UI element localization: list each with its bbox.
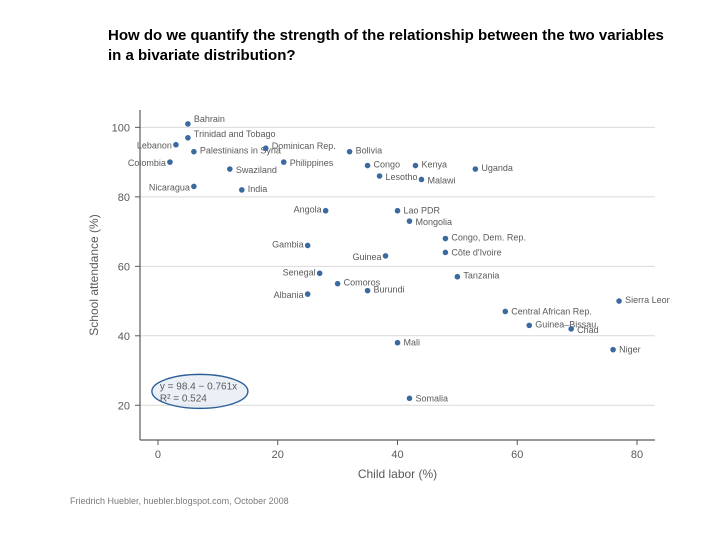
svg-text:Friedrich Huebler, huebler.blo: Friedrich Huebler, huebler.blogspot.com,…: [70, 496, 289, 506]
svg-text:Gambia: Gambia: [272, 239, 304, 249]
svg-text:60: 60: [118, 261, 130, 273]
svg-text:Angola: Angola: [294, 205, 322, 215]
page-title: How do we quantify the strength of the r…: [108, 26, 668, 67]
svg-text:R² = 0.524: R² = 0.524: [160, 393, 207, 404]
svg-text:80: 80: [118, 192, 130, 204]
svg-text:Niger: Niger: [619, 345, 641, 355]
svg-text:Bahrain: Bahrain: [194, 114, 225, 124]
svg-text:Child labor (%): Child labor (%): [358, 467, 437, 481]
svg-text:Tanzania: Tanzania: [463, 271, 499, 281]
svg-text:y = 98.4 − 0.761x: y = 98.4 − 0.761x: [160, 381, 237, 392]
svg-text:Lebanon: Lebanon: [137, 141, 172, 151]
svg-text:60: 60: [511, 449, 523, 461]
svg-text:Malawi: Malawi: [427, 175, 455, 185]
svg-text:Dominican Rep.: Dominican Rep.: [272, 141, 336, 151]
svg-text:40: 40: [118, 331, 130, 343]
svg-text:Colombia: Colombia: [128, 158, 166, 168]
svg-text:Sierra Leone: Sierra Leone: [625, 295, 670, 305]
svg-text:Swaziland: Swaziland: [236, 165, 277, 175]
svg-text:Guinea: Guinea: [352, 252, 381, 262]
svg-text:20: 20: [272, 449, 284, 461]
svg-text:Somalia: Somalia: [415, 393, 448, 403]
svg-text:Lao PDR: Lao PDR: [404, 206, 441, 216]
svg-text:Lesotho: Lesotho: [386, 172, 418, 182]
svg-text:Mali: Mali: [404, 338, 421, 348]
svg-text:Congo: Congo: [374, 160, 401, 170]
svg-text:School attendance (%): School attendance (%): [87, 214, 101, 335]
svg-text:Nicaragua: Nicaragua: [149, 182, 190, 192]
svg-text:Philippines: Philippines: [290, 158, 334, 168]
svg-text:Senegal: Senegal: [283, 267, 316, 277]
svg-text:Bolivia: Bolivia: [356, 146, 383, 156]
svg-text:Côte d'Ivoire: Côte d'Ivoire: [451, 247, 501, 257]
svg-text:Burundi: Burundi: [374, 285, 405, 295]
svg-text:Albania: Albania: [274, 290, 304, 300]
svg-text:Trinidad and Tobago: Trinidad and Tobago: [194, 129, 276, 139]
svg-text:Palestinians in Syria: Palestinians in Syria: [200, 146, 281, 156]
svg-text:40: 40: [391, 449, 403, 461]
svg-text:100: 100: [112, 122, 130, 134]
page: How do we quantify the strength of the r…: [0, 0, 720, 540]
svg-text:0: 0: [155, 449, 161, 461]
svg-text:80: 80: [631, 449, 643, 461]
svg-text:Mongolia: Mongolia: [415, 217, 452, 227]
chart-svg: 0 20 40 60 80 20 40 60 80 100 Child labor (%) Schoo…: [70, 100, 670, 510]
scatter-chart: 0 20 40 60 80 20 40 60 80 100 Child labor (%) Schoo…: [70, 100, 670, 510]
svg-text:20: 20: [118, 400, 130, 412]
svg-text:Uganda: Uganda: [481, 163, 513, 173]
svg-text:India: India: [248, 184, 268, 194]
svg-text:Central African Rep.: Central African Rep.: [511, 306, 592, 316]
svg-text:Chad: Chad: [577, 325, 599, 335]
svg-text:Kenya: Kenya: [421, 160, 447, 170]
svg-text:Congo, Dem. Rep.: Congo, Dem. Rep.: [451, 233, 526, 243]
